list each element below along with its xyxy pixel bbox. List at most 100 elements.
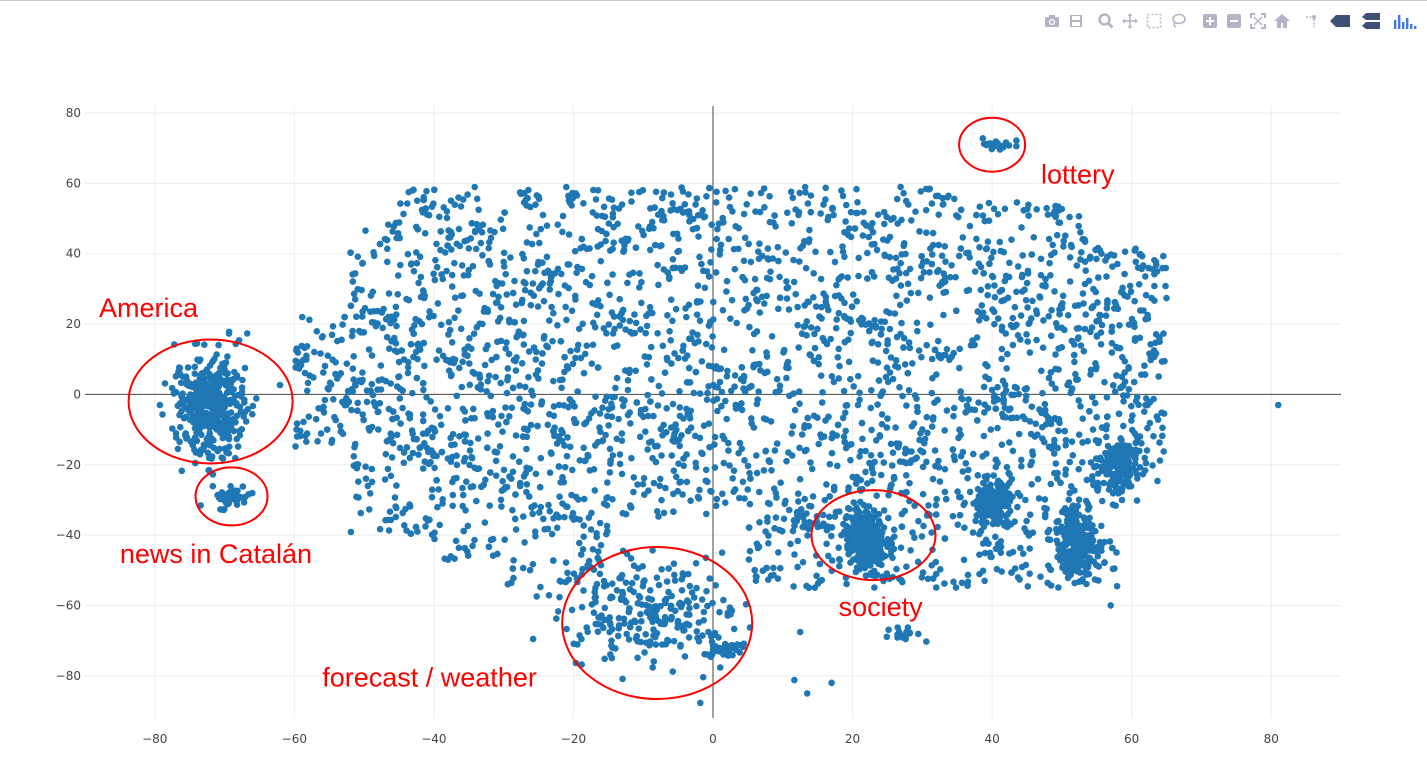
spike-lines-icon[interactable] <box>1302 11 1322 31</box>
data-point <box>906 265 914 273</box>
data-point <box>704 602 711 610</box>
data-point <box>354 285 362 293</box>
data-point <box>667 191 675 198</box>
data-point <box>1003 463 1011 471</box>
data-point <box>746 500 754 508</box>
data-point <box>817 210 824 217</box>
data-point <box>893 565 900 573</box>
zoom-in-icon[interactable] <box>1200 11 1220 31</box>
reset-axes-icon[interactable] <box>1272 11 1292 31</box>
data-point <box>374 386 381 394</box>
data-point <box>871 567 878 575</box>
data-point <box>627 420 634 427</box>
hover-closest-icon[interactable] <box>1328 11 1350 31</box>
data-point <box>410 267 418 275</box>
data-point <box>928 529 935 536</box>
data-point <box>925 502 932 509</box>
data-point <box>872 437 880 444</box>
data-point <box>847 375 854 383</box>
data-point <box>935 457 942 465</box>
data-point <box>686 335 693 343</box>
data-point <box>525 186 532 194</box>
data-point <box>1097 329 1105 336</box>
data-point <box>584 628 591 636</box>
data-point <box>198 376 205 384</box>
data-point <box>1104 297 1111 304</box>
lasso-select-icon[interactable] <box>1168 11 1188 31</box>
data-point <box>649 547 656 554</box>
zoom-icon[interactable] <box>1096 11 1116 31</box>
data-point <box>475 226 483 233</box>
save-icon[interactable] <box>1066 11 1086 31</box>
data-point <box>1018 563 1026 571</box>
data-point <box>874 341 882 348</box>
data-point <box>716 608 723 616</box>
data-point <box>609 271 616 278</box>
data-point <box>320 403 327 411</box>
hover-compare-icon[interactable] <box>1360 11 1380 31</box>
data-point <box>654 402 662 409</box>
data-point <box>1077 403 1084 410</box>
data-point <box>348 332 356 340</box>
data-point <box>433 263 441 271</box>
data-point <box>956 364 963 372</box>
data-point <box>676 442 683 450</box>
data-point <box>886 233 894 241</box>
zoom-out-icon[interactable] <box>1224 11 1244 31</box>
data-point <box>586 245 593 252</box>
data-point <box>603 330 610 337</box>
data-point <box>847 329 855 337</box>
camera-icon[interactable] <box>1042 11 1062 31</box>
pan-icon[interactable] <box>1120 11 1140 31</box>
data-point <box>841 438 848 446</box>
data-point <box>826 460 834 468</box>
data-point <box>875 377 883 384</box>
autoscale-icon[interactable] <box>1248 11 1268 31</box>
data-point <box>1036 406 1043 413</box>
data-point <box>740 257 748 265</box>
data-point <box>497 379 505 387</box>
data-point <box>950 412 957 420</box>
data-point <box>897 183 904 191</box>
data-point <box>989 520 997 528</box>
data-point <box>671 577 679 584</box>
data-point <box>721 650 729 658</box>
data-point <box>1116 322 1123 329</box>
data-point <box>1042 283 1049 290</box>
data-point <box>597 257 605 265</box>
data-point <box>526 566 534 574</box>
data-point <box>1068 438 1076 446</box>
data-point <box>471 183 479 191</box>
data-point <box>611 325 618 333</box>
plotly-logo-icon[interactable] <box>1392 11 1417 31</box>
data-point <box>619 510 627 517</box>
data-point <box>1130 319 1138 327</box>
data-point <box>187 391 194 398</box>
data-point <box>403 295 410 303</box>
data-point <box>742 295 750 303</box>
data-point <box>543 253 551 261</box>
data-point <box>1045 414 1052 422</box>
data-point <box>201 341 208 349</box>
data-point <box>1144 424 1151 432</box>
data-point <box>387 472 395 480</box>
data-point <box>1115 410 1123 418</box>
data-point <box>788 452 796 459</box>
data-point <box>580 200 587 207</box>
data-point <box>233 412 240 420</box>
data-point <box>592 301 600 308</box>
data-point <box>781 500 788 508</box>
data-point <box>1125 386 1133 393</box>
data-point <box>1093 363 1100 371</box>
data-point <box>987 426 995 433</box>
data-point <box>892 424 899 431</box>
data-point <box>721 640 729 648</box>
data-point <box>795 388 803 395</box>
data-point <box>1083 554 1091 561</box>
data-point <box>604 527 611 535</box>
data-point <box>1111 298 1119 306</box>
data-point <box>992 492 999 500</box>
box-select-icon[interactable] <box>1144 11 1164 31</box>
data-point <box>766 275 774 283</box>
